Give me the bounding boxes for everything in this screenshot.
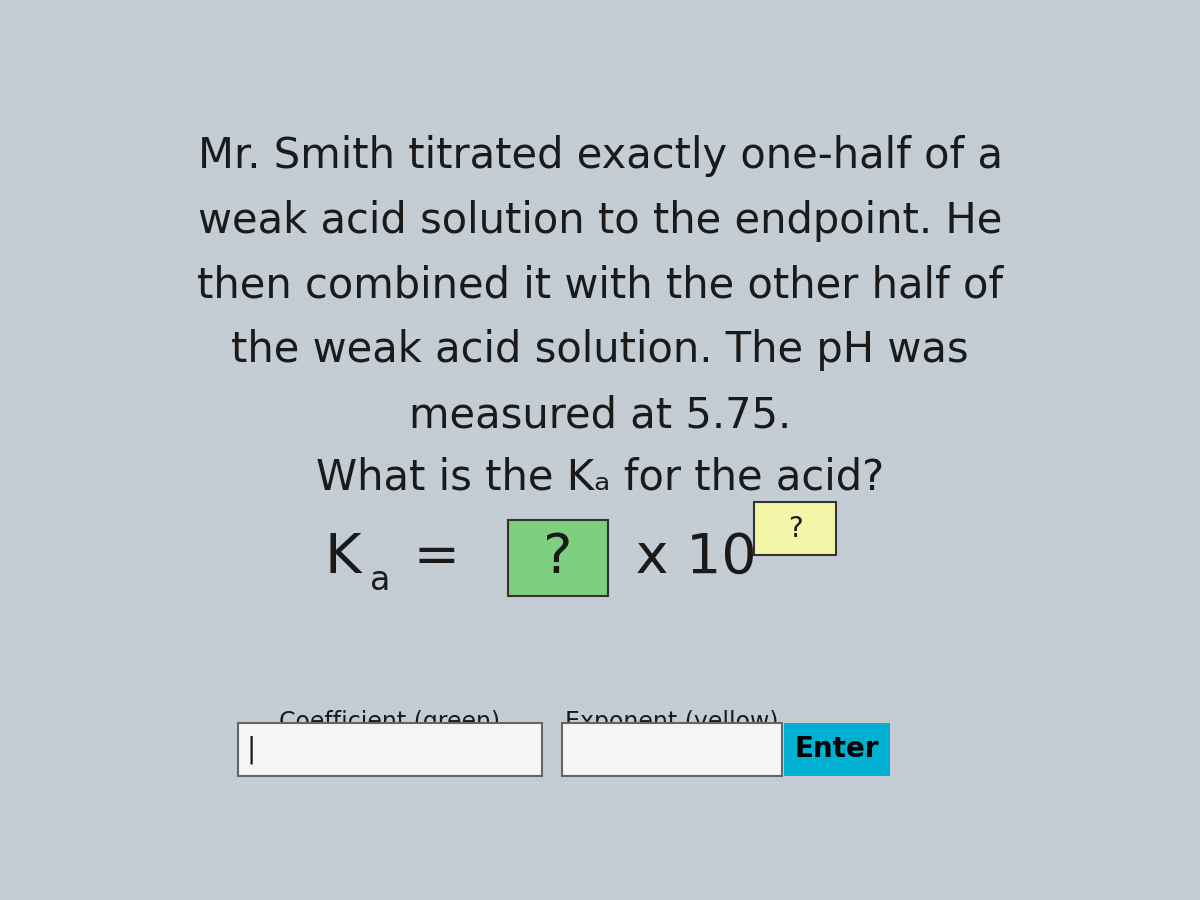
Text: K: K <box>324 531 360 585</box>
Text: =: = <box>396 531 478 585</box>
FancyBboxPatch shape <box>562 723 782 776</box>
Text: the weak acid solution. The pH was: the weak acid solution. The pH was <box>232 329 968 372</box>
FancyBboxPatch shape <box>784 723 890 776</box>
Text: What is the Kₐ for the acid?: What is the Kₐ for the acid? <box>316 456 884 498</box>
Text: then combined it with the other half of: then combined it with the other half of <box>197 265 1003 307</box>
FancyBboxPatch shape <box>754 502 836 555</box>
Text: ?: ? <box>787 515 803 543</box>
Text: x 10: x 10 <box>618 531 757 585</box>
Text: ?: ? <box>544 531 572 585</box>
FancyBboxPatch shape <box>508 520 608 596</box>
Text: weak acid solution to the endpoint. He: weak acid solution to the endpoint. He <box>198 200 1002 242</box>
Text: Enter: Enter <box>794 735 880 763</box>
Text: measured at 5.75.: measured at 5.75. <box>409 394 791 436</box>
Text: |: | <box>246 735 256 763</box>
Text: Mr. Smith titrated exactly one-half of a: Mr. Smith titrated exactly one-half of a <box>198 135 1002 177</box>
FancyBboxPatch shape <box>238 723 542 776</box>
Text: Exponent (yellow): Exponent (yellow) <box>565 709 779 734</box>
Text: Coefficient (green): Coefficient (green) <box>280 709 500 734</box>
Text: a: a <box>370 564 390 597</box>
